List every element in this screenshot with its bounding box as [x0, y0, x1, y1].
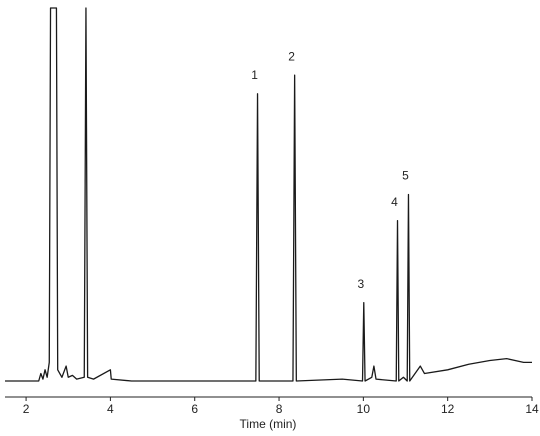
- x-tick-label: 2: [23, 402, 30, 416]
- signal-line: [5, 7, 532, 382]
- peak-label: 5: [402, 169, 409, 183]
- peak-label: 3: [357, 277, 364, 291]
- x-tick-label: 8: [276, 402, 283, 416]
- peak-label: 2: [288, 49, 295, 63]
- peak-label: 4: [391, 195, 398, 209]
- peak-label: 1: [251, 68, 258, 82]
- x-axis-label: Time (min): [240, 417, 297, 431]
- x-tick-label: 12: [441, 402, 455, 416]
- x-tick-label: 10: [357, 402, 371, 416]
- x-tick-label: 6: [191, 402, 198, 416]
- x-tick-label: 14: [525, 402, 539, 416]
- x-tick-label: 4: [107, 402, 114, 416]
